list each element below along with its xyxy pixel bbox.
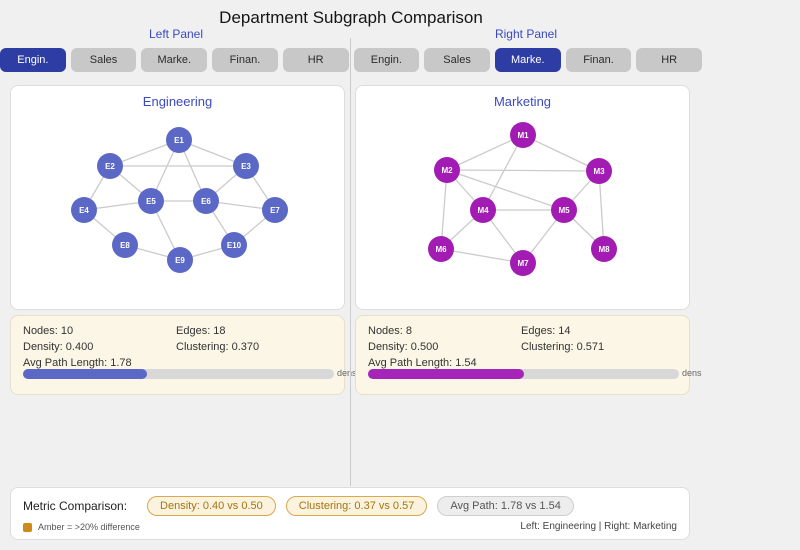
- svg-text:M7: M7: [517, 259, 529, 268]
- left-panel-label: Left Panel: [148, 27, 204, 41]
- svg-text:M5: M5: [558, 206, 570, 215]
- right-panel-label: Right Panel: [494, 27, 558, 41]
- node-M8[interactable]: M8: [591, 236, 617, 262]
- stat-edges: Edges: 18: [176, 325, 226, 337]
- stat-density: Density: 0.400: [23, 341, 94, 353]
- right-density-bar-label: dens: [682, 368, 702, 378]
- edge-M2-M6: [440, 169, 448, 250]
- stat-nodes: Nodes: 8: [368, 325, 413, 337]
- svg-text:M6: M6: [435, 245, 447, 254]
- svg-text:E8: E8: [120, 241, 130, 250]
- stat-density: Density: 0.500: [368, 341, 439, 353]
- tab-right-engin[interactable]: Engin.: [353, 48, 420, 72]
- node-E5[interactable]: E5: [138, 188, 164, 214]
- tab-right-finan[interactable]: Finan.: [565, 48, 632, 72]
- department-tabs-row: Engin. Sales Marke. Finan. HR Engin. Sales Mark…: [0, 48, 703, 72]
- svg-text:M4: M4: [477, 206, 489, 215]
- node-E8[interactable]: E8: [112, 232, 138, 258]
- stat-avg-path-length: Avg Path Length: 1.54: [368, 357, 477, 369]
- stat-nodes: Nodes: 10: [23, 325, 74, 337]
- tab-right-sales[interactable]: Sales: [424, 48, 490, 72]
- svg-text:E2: E2: [105, 162, 115, 171]
- edge-M3-M8: [598, 170, 605, 250]
- left-stats-col2: Edges: 18 Clustering: 0.370: [176, 323, 259, 355]
- tab-right-hr[interactable]: HR: [636, 48, 703, 72]
- svg-text:E1: E1: [174, 136, 184, 145]
- panel-divider: [350, 38, 351, 486]
- left-stats-card: Nodes: 10 Density: 0.400 Avg Path Length: …: [10, 315, 357, 395]
- node-E9[interactable]: E9: [167, 247, 193, 273]
- svg-text:M8: M8: [598, 245, 610, 254]
- metric-badges: Density: 0.40 vs 0.50 Clustering: 0.37 vs…: [147, 496, 574, 516]
- node-E3[interactable]: E3: [233, 153, 259, 179]
- amber-legend-text: Amber = >20% difference: [38, 522, 140, 532]
- node-E2[interactable]: E2: [97, 153, 123, 179]
- right-stats-col1: Nodes: 8 Density: 0.500 Avg Path Length: 1…: [368, 323, 477, 371]
- stat-clustering: Clustering: 0.571: [521, 341, 605, 353]
- node-E4[interactable]: E4: [71, 197, 97, 223]
- edge-M2-M5: [446, 169, 565, 211]
- stat-edges: Edges: 14: [521, 325, 571, 337]
- tab-left-finan[interactable]: Finan.: [212, 48, 278, 72]
- left-stats-col1: Nodes: 10 Density: 0.400 Avg Path Length: …: [23, 323, 132, 371]
- left-graph-title: Engineering: [142, 94, 213, 109]
- left-graph-card: E1 E2 E3 E4 E5 E6 E7 E8 E9 E10 Engineering: [10, 85, 345, 310]
- node-M4[interactable]: M4: [470, 197, 496, 223]
- node-E10[interactable]: E10: [221, 232, 247, 258]
- edge-M1-M2: [446, 134, 524, 171]
- amber-swatch-icon: [23, 522, 32, 532]
- right-density-bar-fill: [368, 369, 524, 379]
- node-M7[interactable]: M7: [510, 250, 536, 276]
- right-stats-col2: Edges: 14 Clustering: 0.571: [521, 323, 604, 355]
- tab-right-marke[interactable]: Marke.: [494, 48, 561, 72]
- svg-text:M2: M2: [441, 166, 453, 175]
- edge-M1-M3: [522, 134, 600, 172]
- node-M1[interactable]: M1: [510, 122, 536, 148]
- right-graph-card: M1 M2 M3 M4 M5 M6 M7 M8 Marketing: [355, 85, 690, 310]
- edge-M6-M7: [440, 248, 524, 264]
- edge-M1-M4: [482, 134, 524, 211]
- right-stats-card: Nodes: 8 Density: 0.500 Avg Path Length: 1…: [355, 315, 702, 395]
- node-E6[interactable]: E6: [193, 188, 219, 214]
- metric-comparison-card: Metric Comparison: Density: 0.40 vs 0.50…: [10, 487, 690, 540]
- right-density-bar-track: [368, 369, 679, 379]
- edge-M2-M3: [446, 169, 600, 172]
- amber-legend: Amber = >20% difference: [23, 522, 140, 532]
- badge-avg-path: Avg Path: 1.78 vs 1.54: [437, 496, 574, 516]
- node-E7[interactable]: E7: [262, 197, 288, 223]
- metric-comparison-row: Metric Comparison: Density: 0.40 vs 0.50…: [23, 496, 574, 516]
- tab-left-hr[interactable]: HR: [282, 48, 349, 72]
- svg-text:E3: E3: [241, 162, 251, 171]
- tab-left-marke[interactable]: Marke.: [141, 48, 208, 72]
- stat-clustering: Clustering: 0.370: [176, 341, 260, 353]
- svg-text:E5: E5: [146, 197, 156, 206]
- node-M5[interactable]: M5: [551, 197, 577, 223]
- engineering-graph: E1 E2 E3 E4 E5 E6 E7 E8 E9 E10: [71, 127, 288, 273]
- right-graph-title: Marketing: [493, 94, 552, 109]
- svg-text:M3: M3: [593, 167, 605, 176]
- svg-text:E9: E9: [175, 256, 185, 265]
- left-density-bar-fill: [23, 369, 148, 379]
- node-E1[interactable]: E1: [166, 127, 192, 153]
- tab-left-sales[interactable]: Sales: [70, 48, 137, 72]
- node-M2[interactable]: M2: [434, 157, 460, 183]
- stat-avg-path-length: Avg Path Length: 1.78: [23, 357, 132, 369]
- badge-density: Density: 0.40 vs 0.50: [147, 496, 276, 516]
- left-density-bar-track: [23, 369, 334, 379]
- svg-text:E6: E6: [201, 197, 211, 206]
- svg-text:E10: E10: [227, 241, 242, 250]
- panels-note: Left: Engineering | Right: Marketing: [520, 521, 677, 532]
- metric-comparison-label: Metric Comparison:: [23, 499, 128, 513]
- tab-left-engin[interactable]: Engin.: [0, 48, 66, 72]
- node-M6[interactable]: M6: [428, 236, 454, 262]
- page-title: Department Subgraph Comparison: [219, 8, 483, 27]
- svg-text:M1: M1: [517, 131, 529, 140]
- svg-text:E4: E4: [79, 206, 89, 215]
- left-density-bar-label: dens: [337, 368, 357, 378]
- badge-clustering: Clustering: 0.37 vs 0.57: [285, 496, 428, 516]
- marketing-graph: M1 M2 M3 M4 M5 M6 M7 M8: [428, 122, 617, 276]
- svg-text:E7: E7: [270, 206, 280, 215]
- node-M3[interactable]: M3: [586, 158, 612, 184]
